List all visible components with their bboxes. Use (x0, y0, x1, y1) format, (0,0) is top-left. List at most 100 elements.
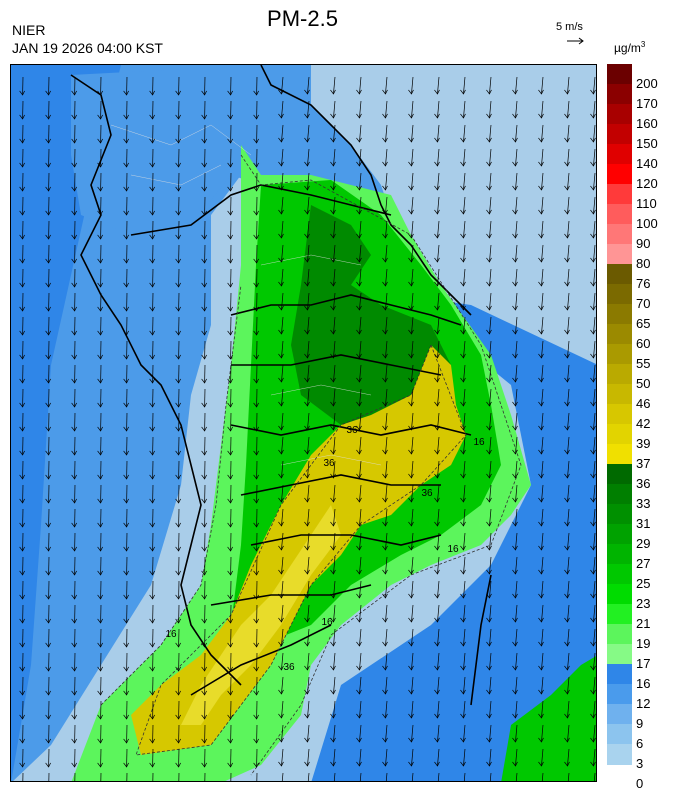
wind-arrow-head (330, 353, 336, 359)
wind-arrow-head (434, 425, 440, 431)
wind-arrow-head (19, 570, 25, 576)
wind-arrow-head (564, 377, 570, 383)
wind-arrow-head (538, 305, 544, 311)
wind-arrow-head (538, 545, 544, 551)
wind-arrow-icon (489, 556, 492, 574)
wind-arrow-head (356, 233, 362, 239)
wind-arrow-icon (411, 652, 414, 670)
wind-arrow-head (564, 689, 570, 695)
wind-arrow-head (590, 305, 596, 311)
wind-arrow-icon (437, 700, 440, 718)
wind-arrow-head (149, 354, 155, 360)
wind-arrow-head (460, 401, 466, 407)
legend-swatch (607, 544, 632, 565)
wind-arrow-icon (567, 220, 570, 238)
contour-label: 16 (321, 617, 333, 628)
wind-arrow-head (97, 162, 103, 168)
wind-arrow-icon (489, 220, 492, 238)
wind-arrow-icon (463, 724, 466, 742)
wind-arrow-head (175, 378, 181, 384)
wind-arrow-head (408, 257, 414, 263)
legend-swatch (607, 304, 632, 325)
wind-arrow-head (590, 209, 596, 215)
wind-arrow-icon (463, 292, 466, 310)
legend-tick-label: 23 (636, 596, 651, 611)
wind-arrow-head (175, 210, 181, 216)
wind-arrow-head (460, 593, 466, 599)
wind-arrow-icon (359, 268, 362, 286)
wind-arrow-head (175, 258, 181, 264)
wind-arrow-head (512, 89, 518, 95)
legend-swatch (607, 724, 632, 745)
wind-arrow-head (149, 234, 155, 240)
region-east-island (501, 656, 596, 781)
wind-arrow-head (512, 713, 518, 719)
wind-arrow-head (486, 689, 492, 695)
wind-arrow-head (123, 210, 129, 216)
wind-arrow-icon (593, 508, 596, 526)
wind-arrow-head (512, 137, 518, 143)
wind-arrow-icon (567, 748, 570, 766)
wind-arrow-head (408, 185, 414, 191)
wind-arrow-icon (489, 508, 492, 526)
wind-arrow-head (330, 449, 336, 455)
wind-arrow-icon (463, 124, 466, 142)
wind-arrow-head (253, 762, 259, 768)
wind-arrow-head (304, 497, 310, 503)
wind-arrow-head (304, 209, 310, 215)
wind-arrow-head (278, 497, 284, 503)
wind-arrow-icon (333, 412, 336, 430)
wind-arrow-icon (489, 340, 492, 358)
wind-arrow-head (278, 545, 284, 551)
wind-arrow-head (149, 498, 155, 504)
wind-arrow-icon (411, 676, 414, 694)
wind-arrow-head (408, 161, 414, 167)
wind-arrow-head (512, 569, 518, 575)
wind-arrow-head (304, 713, 310, 719)
wind-arrow-icon (281, 244, 284, 262)
wind-arrow-head (253, 90, 259, 96)
wind-arrow-head (434, 89, 440, 95)
wind-arrow-head (512, 665, 518, 671)
wind-arrow-head (538, 641, 544, 647)
timestamp-label: JAN 19 2026 04:00 KST (12, 40, 163, 56)
wind-arrow-head (356, 137, 362, 143)
wind-arrow-icon (593, 124, 596, 142)
wind-arrow-head (590, 425, 596, 431)
wind-arrow-head (512, 233, 518, 239)
wind-arrow-head (97, 594, 103, 600)
legend-swatch (607, 424, 632, 445)
wind-arrow-head (564, 257, 570, 263)
wind-arrow-icon (567, 436, 570, 454)
wind-arrow-head (356, 281, 362, 287)
wind-arrow-head (278, 161, 284, 167)
wind-arrow-head (227, 138, 233, 144)
wind-arrow-head (564, 401, 570, 407)
wind-arrow-head (123, 234, 129, 240)
wind-arrow-icon (437, 628, 440, 646)
legend-swatch (607, 64, 632, 85)
wind-arrow-icon (411, 628, 414, 646)
wind-arrow-icon (281, 124, 284, 142)
wind-arrow-head (45, 690, 51, 696)
legend-tick-label: 200 (636, 76, 658, 91)
wind-arrow-head (356, 713, 362, 719)
wind-arrow-head (538, 137, 544, 143)
wind-arrow-head (45, 474, 51, 480)
wind-arrow-icon (411, 196, 414, 214)
wind-arrow-head (590, 233, 596, 239)
wind-arrow-icon (359, 724, 362, 742)
legend-swatch (607, 404, 632, 425)
wind-arrow-head (149, 642, 155, 648)
wind-arrow-head (486, 353, 492, 359)
wind-arrow-head (201, 258, 207, 264)
wind-arrow-head (434, 401, 440, 407)
wind-arrow-head (564, 737, 570, 743)
wind-arrow-icon (515, 700, 518, 718)
wind-arrow-head (460, 737, 466, 743)
wind-arrow-icon (385, 76, 388, 94)
wind-arrow-head (538, 329, 544, 335)
wind-arrow-head (19, 402, 25, 408)
wind-arrow-head (71, 90, 77, 96)
wind-arrow-head (512, 401, 518, 407)
